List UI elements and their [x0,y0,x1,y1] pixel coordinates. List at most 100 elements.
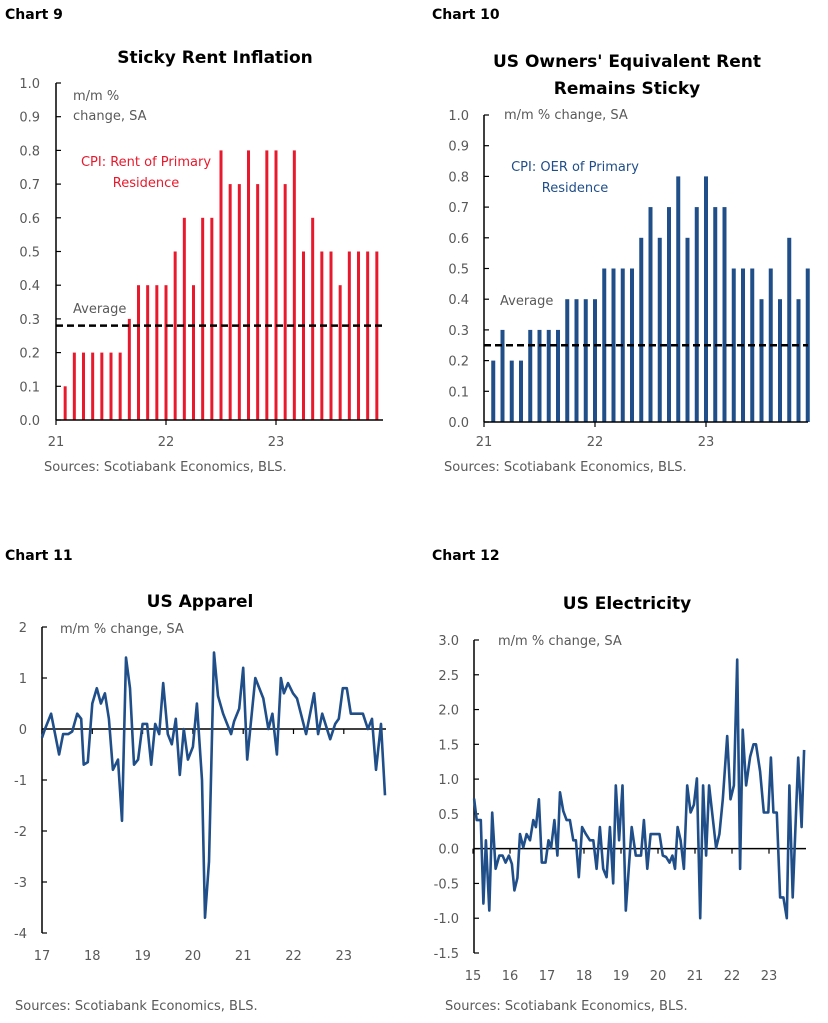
y-tick-label: -1.0 [434,912,459,927]
y-tick-label: 1.0 [438,773,459,788]
x-tick-label: 21 [48,435,65,450]
bar [283,184,287,420]
y-tick-label: -3 [14,876,27,891]
y-tick-label: 3.0 [438,634,459,649]
bar [155,285,159,420]
x-tick-label: 17 [34,949,51,964]
bar [759,299,764,422]
y-axis-unit-label: change, SA [73,109,147,124]
bar [583,299,588,422]
x-tick-label: 22 [285,949,302,964]
y-tick-label: 0.5 [19,246,40,261]
bar [292,150,296,420]
x-tick-label: 23 [761,969,778,984]
y-tick-label: 0.0 [448,416,469,431]
bar [82,352,85,420]
bar [491,360,496,422]
y-tick-label: -1 [14,774,27,789]
bar [274,150,278,420]
chart-title: US Electricity [563,594,691,614]
bar [91,352,95,420]
chart-number-label: Chart 12 [432,548,500,564]
series-line [40,651,387,920]
y-tick-label: -4 [14,927,27,942]
y-axis-unit-label: m/m % change, SA [504,108,628,123]
chart-11: Chart 11 US Apparel m/m % change, SA Source… [5,548,387,1014]
y-tick-label: -1.5 [434,947,459,962]
bar [72,352,76,420]
y-tick-label: 0.0 [438,843,459,858]
chart-title: Sticky Rent Inflation [117,48,313,68]
x-tick-label: 15 [465,969,482,984]
bar [100,352,104,420]
bar [192,285,195,420]
bar [713,207,718,422]
bar [778,299,782,422]
x-tick-label: 23 [268,435,285,450]
bar [63,386,67,420]
y-tick-label: 0.4 [448,293,469,308]
bar [347,251,351,420]
bar [519,360,523,422]
bar [509,360,514,422]
chart-title-line: Remains Sticky [554,79,700,99]
bar [375,251,379,420]
bar [237,184,241,420]
y-tick-label: 2.0 [438,704,459,719]
bar [639,237,644,422]
bar [320,251,324,420]
bar [338,285,342,420]
y-tick-label: 0.1 [19,380,40,395]
y-tick-label: 1.0 [448,109,469,124]
y-tick-label: 1.0 [19,77,40,92]
y-tick-label: 0.5 [448,263,469,278]
y-tick-label: 0.1 [448,385,469,400]
bar [565,299,570,422]
y-tick-label: 1 [19,672,27,687]
bar [602,268,607,422]
y-tick-label: 1.5 [438,738,459,753]
bar [556,329,560,422]
bar [648,207,653,422]
average-label: Average [500,294,553,309]
bar [311,217,315,420]
y-tick-label: 0.3 [448,324,469,339]
series-legend-label: Residence [113,176,179,191]
bar [201,217,205,420]
y-tick-label: 0.6 [448,232,469,247]
x-tick-label: 23 [336,949,353,964]
x-tick-label: 17 [539,969,556,984]
x-tick-label: 20 [650,969,667,984]
x-tick-label: 22 [158,435,175,450]
bar [265,150,269,420]
chart-number-label: Chart 11 [5,548,73,564]
y-tick-label: 0.3 [19,313,40,328]
y-tick-label: 0.8 [19,144,40,159]
bar [366,251,370,420]
y-tick-label: -2 [14,825,27,840]
bar [685,237,690,422]
x-tick-label: 21 [476,435,493,450]
source-note: Sources: Scotiabank Economics, BLS. [445,999,688,1014]
series-legend-label: Residence [542,181,608,196]
x-tick-label: 19 [134,949,151,964]
bar [537,329,542,422]
bar [247,150,250,420]
bar [694,207,699,422]
x-tick-label: 21 [687,969,704,984]
bar [146,285,150,420]
bar [787,237,792,422]
bar [173,251,177,420]
bar [182,217,186,420]
y-tick-label: 0.2 [448,355,469,370]
bar [164,285,168,420]
series-legend-label: CPI: Rent of Primary [81,155,211,170]
bar [667,207,671,422]
y-tick-label: 0.9 [448,140,469,155]
bar [127,318,131,420]
y-tick-label: 0.7 [19,178,40,193]
y-tick-label: -0.5 [434,877,459,892]
bar [500,329,505,422]
chart-number-label: Chart 10 [432,7,500,23]
x-tick-label: 23 [698,435,715,450]
